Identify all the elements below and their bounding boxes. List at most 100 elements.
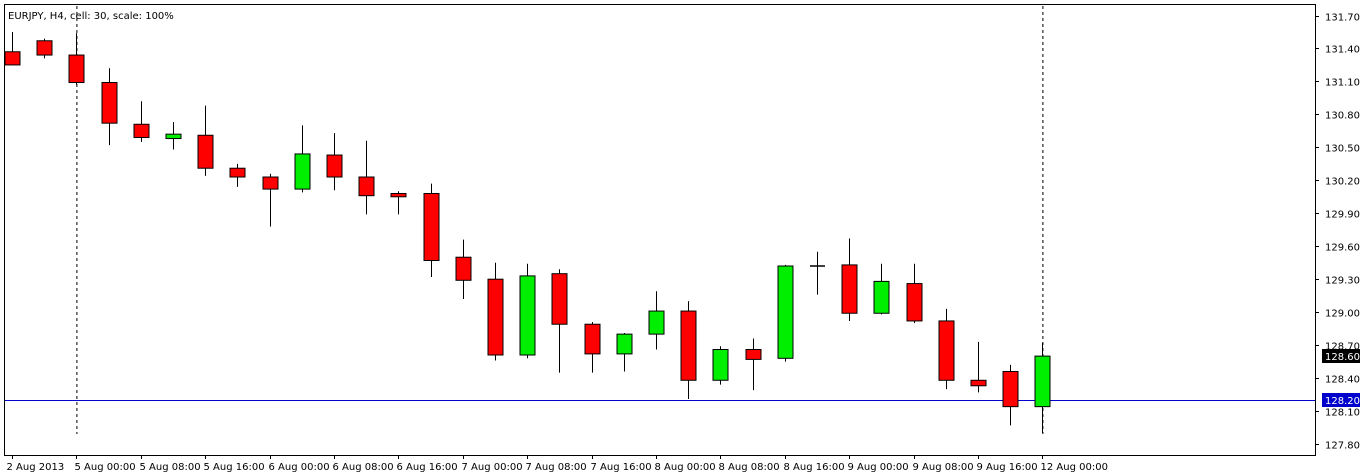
x-tick-label: 8 Aug 08:00: [719, 462, 780, 473]
y-tick-label: 128.10: [1325, 408, 1360, 419]
candle-body-bear: [4, 51, 21, 66]
candle: [101, 68, 118, 146]
candle: [133, 101, 150, 142]
candle: [551, 269, 568, 373]
y-tick-label: 131.70: [1325, 13, 1360, 24]
candle-body-bear: [906, 283, 923, 322]
candle: [584, 322, 601, 373]
x-tick-label: 9 Aug 08:00: [913, 462, 974, 473]
y-tick-label: 128.40: [1325, 375, 1360, 386]
candle: [970, 341, 987, 393]
candle: [745, 338, 762, 391]
candle-body-bull: [777, 265, 794, 359]
current-price-label-bg: [1322, 349, 1360, 363]
x-tick-label: 5 Aug 08:00: [140, 462, 201, 473]
candle-body-bull: [1034, 355, 1051, 408]
candle-body-bull: [712, 349, 729, 381]
x-tick-label: 6 Aug 00:00: [269, 462, 330, 473]
candles: [4, 31, 1051, 434]
candle: [810, 251, 825, 295]
candle: [487, 262, 504, 361]
candle-body-bear: [101, 82, 118, 124]
candle-body-bull: [519, 275, 536, 356]
candle: [777, 264, 794, 362]
price-axis: 127.80 128.10 128.40 128.70 129.00 129.30 129.…: [1315, 13, 1360, 452]
x-tick-label: 8 Aug 16:00: [784, 462, 845, 473]
candle: [873, 263, 890, 315]
y-tick-label: 130.20: [1325, 177, 1360, 188]
candle-body-bear: [745, 349, 762, 360]
y-tick-label: 129.90: [1325, 210, 1360, 221]
x-tick-label: 9 Aug 00:00: [848, 462, 909, 473]
candle-body-bull: [616, 333, 633, 355]
candle: [229, 163, 246, 187]
x-tick-label: 5 Aug 16:00: [204, 462, 265, 473]
candle-body-bear: [133, 123, 150, 138]
candle-body-bear: [841, 264, 858, 314]
hline-price-label-bg: [1322, 393, 1360, 407]
candle: [423, 183, 440, 277]
candle-body-bear: [970, 379, 987, 387]
price-badges: 128.60 128.20: [1322, 349, 1360, 407]
x-tick-label: 7 Aug 08:00: [526, 462, 587, 473]
candle-body-bear: [68, 54, 85, 84]
candle-body-bear: [36, 40, 53, 56]
x-tick-label: 8 Aug 00:00: [655, 462, 716, 473]
x-tick-label: 6 Aug 16:00: [397, 462, 458, 473]
y-tick-label: 127.80: [1325, 441, 1360, 452]
candle: [616, 333, 633, 372]
x-tick-label: 12 Aug 00:00: [1041, 462, 1108, 473]
candle-body-bear: [358, 176, 375, 197]
y-tick-label: 131.10: [1325, 78, 1360, 89]
y-tick-label: 128.70: [1325, 342, 1360, 353]
candle-body-bear: [262, 176, 279, 190]
candle-body-bear: [423, 192, 440, 262]
candle-body-bear: [1002, 370, 1019, 408]
candle-body-bear: [938, 320, 955, 381]
y-tick-label: 129.00: [1325, 309, 1360, 320]
x-tick-label: 9 Aug 16:00: [977, 462, 1038, 473]
x-tick-label: 5 Aug 00:00: [75, 462, 136, 473]
candle-body-bear: [551, 273, 568, 325]
candle: [36, 38, 53, 59]
candle: [390, 191, 407, 215]
x-tick-label: 7 Aug 00:00: [462, 462, 523, 473]
y-tick-label: 129.30: [1325, 276, 1360, 287]
y-tick-label: 130.50: [1325, 144, 1360, 155]
candle: [68, 33, 85, 85]
candle: [519, 263, 536, 359]
x-tick-label: 2 Aug 2013: [7, 462, 65, 473]
candle: [648, 291, 665, 350]
candle-body-bear: [455, 256, 472, 281]
candle: [455, 239, 472, 299]
candle: [938, 308, 955, 390]
candle-body-bear: [487, 278, 504, 356]
candle: [906, 263, 923, 324]
candle: [326, 133, 343, 191]
candle: [712, 346, 729, 385]
time-axis: 2 Aug 2013 5 Aug 00:00 5 Aug 08:00 5 Aug 16…: [7, 455, 1108, 473]
candle: [262, 173, 279, 227]
candle: [165, 122, 182, 150]
candle: [358, 140, 375, 215]
candle-body-bear: [197, 134, 214, 169]
candle-body-bear: [390, 192, 407, 198]
candle: [4, 31, 21, 66]
candle-body-bull: [648, 310, 665, 335]
candle: [1002, 364, 1019, 426]
candle-body-bull: [165, 133, 182, 140]
candle-body-bear: [680, 310, 697, 381]
y-tick-label: 130.80: [1325, 111, 1360, 122]
candle: [1034, 342, 1051, 434]
candle-body-bear: [229, 167, 246, 178]
candle-body-bear: [584, 323, 601, 355]
candle: [680, 301, 697, 399]
x-tick-label: 7 Aug 16:00: [591, 462, 652, 473]
x-tick-label: 6 Aug 08:00: [333, 462, 394, 473]
candle-body-bear: [326, 154, 343, 178]
candle: [197, 105, 214, 176]
candle-body-bull: [873, 280, 890, 314]
candle: [841, 238, 858, 321]
